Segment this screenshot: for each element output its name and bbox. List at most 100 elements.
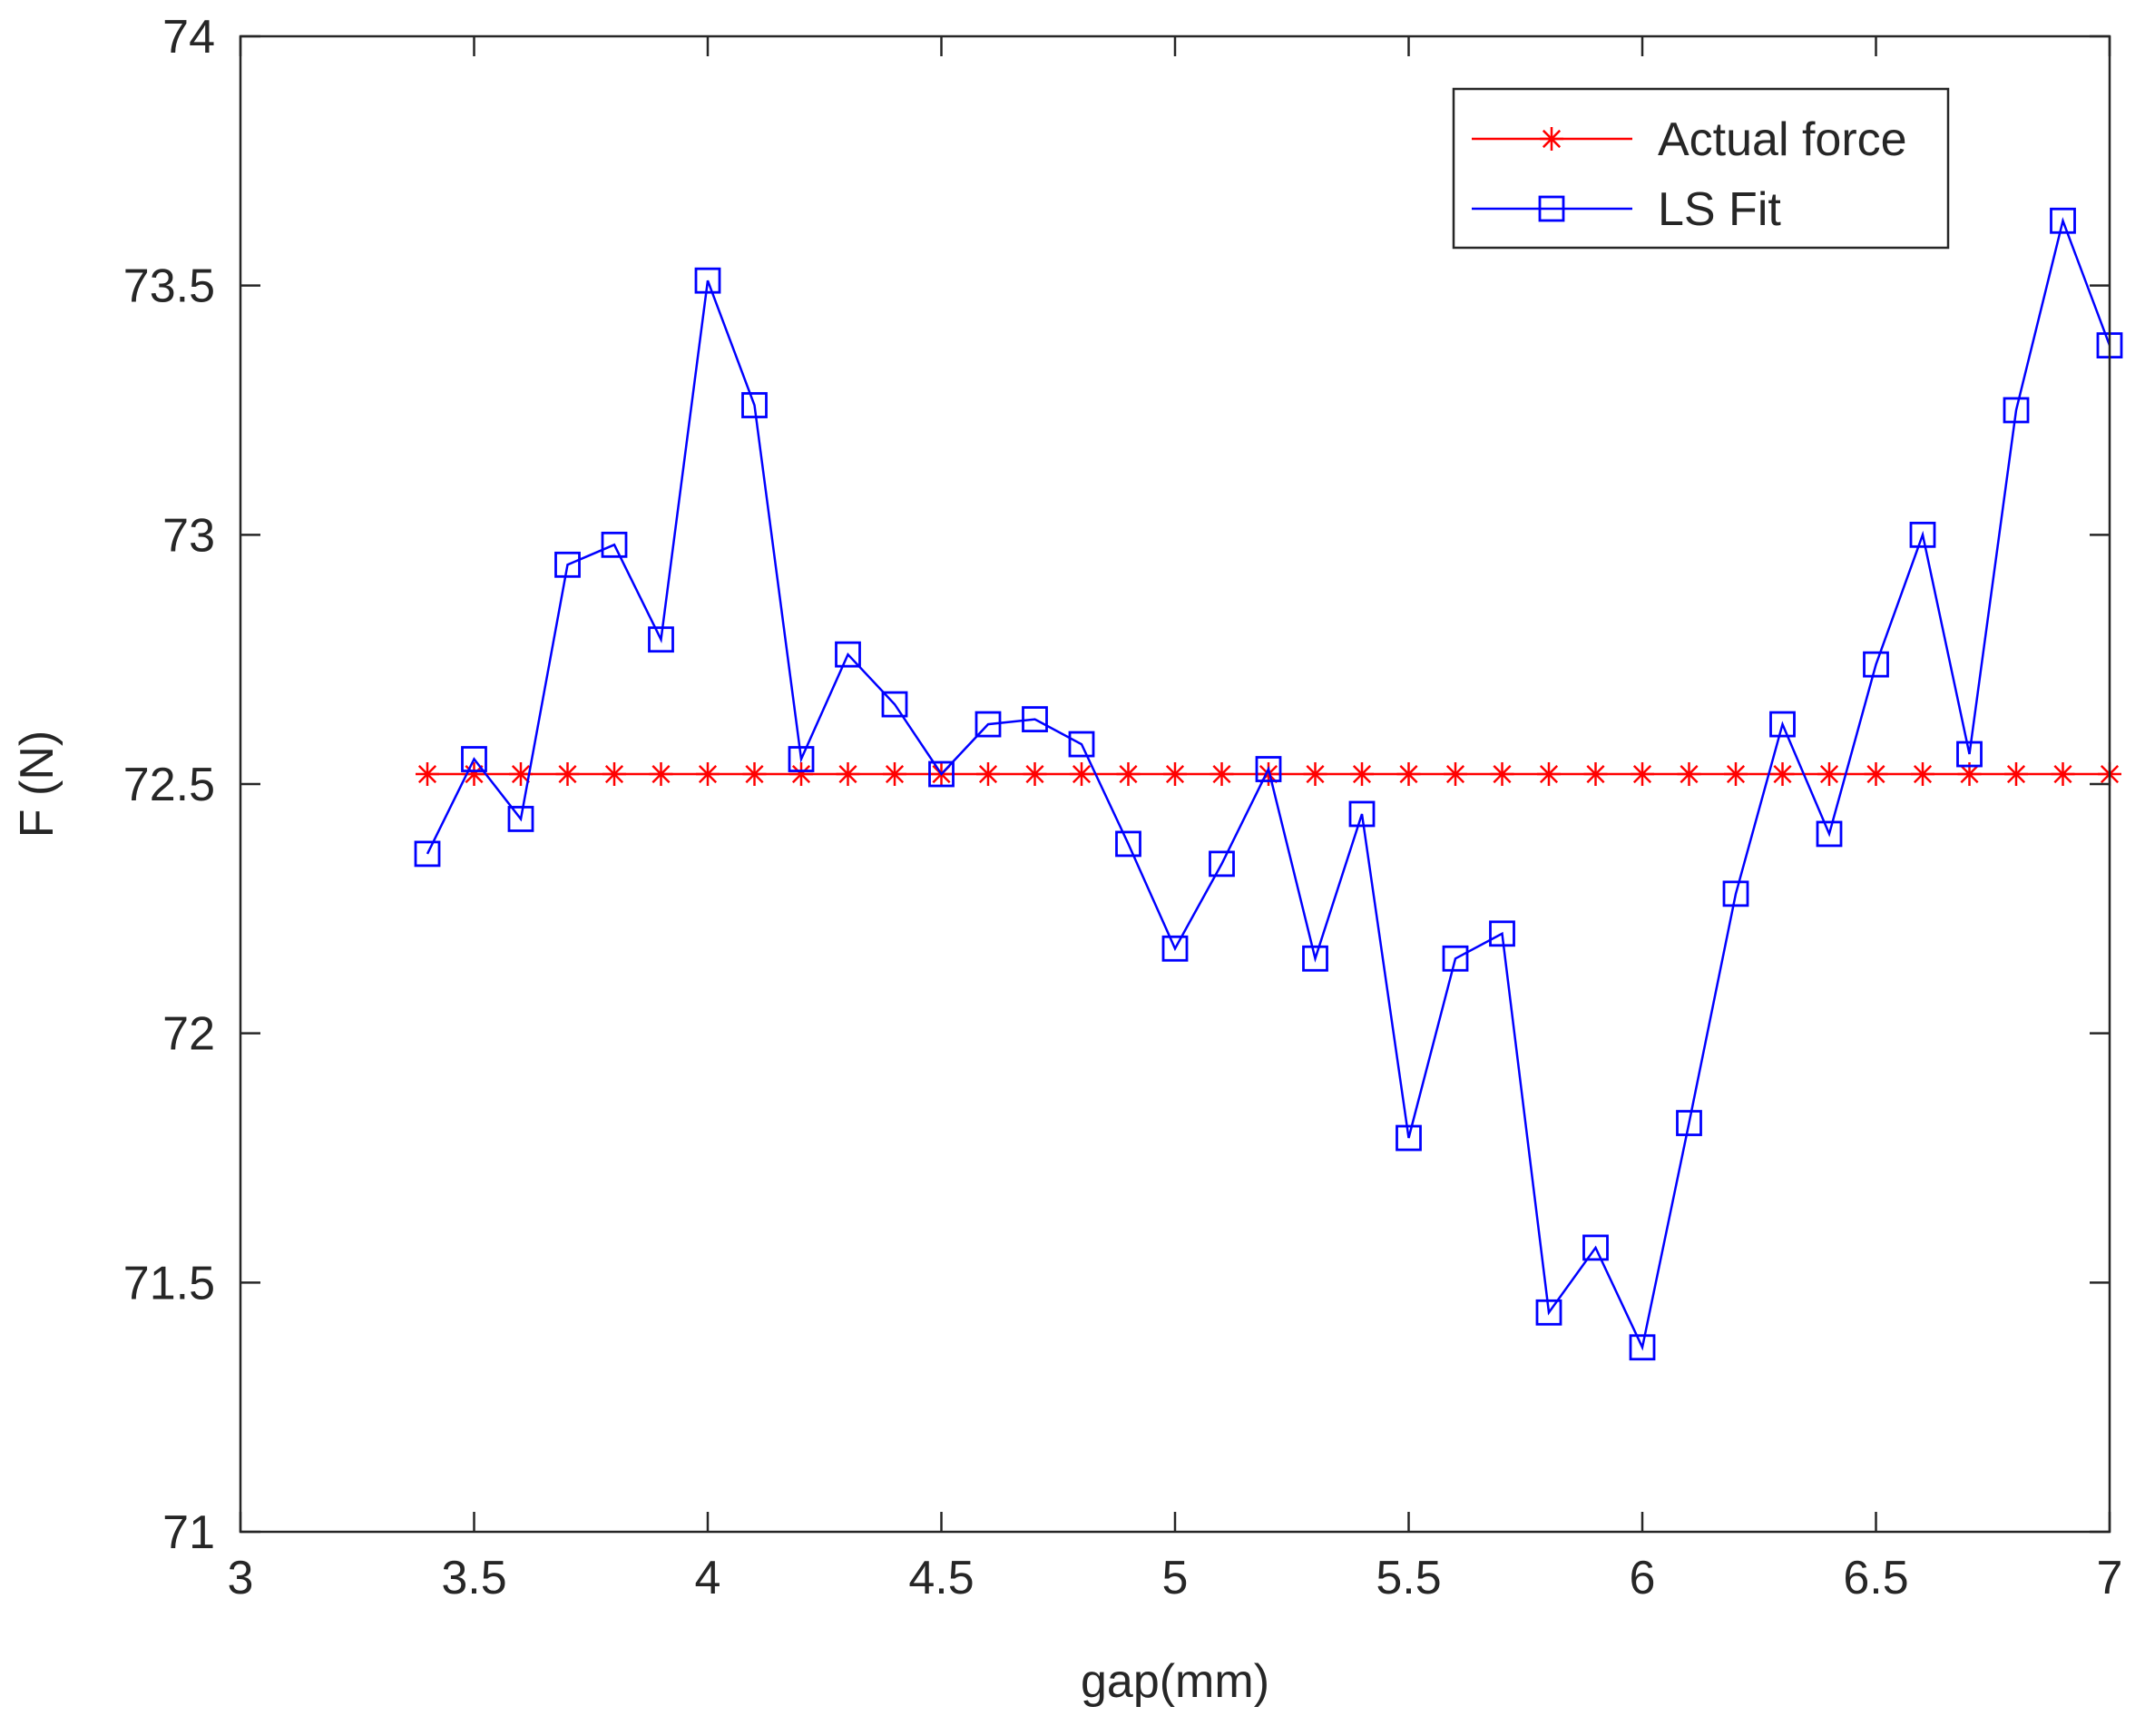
y-tick-label: 74 xyxy=(162,11,215,64)
legend-entry-actual-force: Actual force xyxy=(1472,113,1907,166)
data-point-actual-force xyxy=(789,762,813,787)
y-tick-label: 72.5 xyxy=(123,759,215,811)
data-point-ls-fit xyxy=(461,746,487,772)
data-point-actual-force xyxy=(1770,762,1795,787)
data-point-actual-force xyxy=(1490,762,1514,787)
data-point-ls-fit xyxy=(414,840,441,868)
data-point-ls-fit xyxy=(648,626,674,653)
x-tick-label: 4.5 xyxy=(908,1552,974,1604)
data-point-actual-force xyxy=(416,762,439,787)
x-tick-label: 6.5 xyxy=(1843,1552,1908,1604)
data-point-ls-fit xyxy=(1022,706,1048,732)
data-point-ls-fit xyxy=(788,746,815,772)
y-tick-label: 71 xyxy=(162,1506,215,1559)
data-point-actual-force xyxy=(836,762,860,787)
data-point-ls-fit xyxy=(1816,820,1843,848)
data-point-ls-fit xyxy=(1909,521,1936,548)
data-point-ls-fit xyxy=(554,551,581,578)
data-point-actual-force xyxy=(1210,762,1234,787)
data-point-ls-fit xyxy=(1722,880,1749,907)
legend: Actual force LS Fit xyxy=(1452,87,1950,250)
data-point-actual-force xyxy=(1350,762,1374,787)
legend-marker-ls-fit xyxy=(1538,195,1565,222)
data-point-actual-force xyxy=(1303,762,1327,787)
data-point-ls-fit xyxy=(1535,1299,1562,1326)
data-point-ls-fit xyxy=(1769,711,1796,738)
data-point-ls-fit xyxy=(1489,920,1515,947)
series-ls-fit xyxy=(414,207,2123,1361)
y-tick-label: 72 xyxy=(162,1008,215,1061)
data-point-ls-fit xyxy=(1582,1234,1609,1261)
legend-box xyxy=(1452,87,1950,250)
data-point-actual-force xyxy=(1864,762,1888,787)
data-point-actual-force xyxy=(509,762,533,787)
data-point-ls-fit xyxy=(1348,800,1376,828)
data-point-ls-fit xyxy=(1396,1124,1422,1152)
data-point-ls-fit xyxy=(2050,207,2076,234)
x-tick-label: 4 xyxy=(695,1552,721,1604)
data-point-ls-fit xyxy=(975,711,1002,738)
data-point-ls-fit xyxy=(2003,397,2030,424)
data-point-ls-fit xyxy=(694,267,721,294)
x-axis-title: gap(mm) xyxy=(1081,1655,1269,1708)
data-point-actual-force xyxy=(1444,762,1467,787)
data-point-ls-fit xyxy=(601,531,628,558)
data-point-actual-force xyxy=(1911,762,1934,787)
legend-label-actual-force: Actual force xyxy=(1658,113,1907,166)
data-point-actual-force xyxy=(696,762,720,787)
data-point-ls-fit xyxy=(1302,945,1328,972)
data-point-actual-force xyxy=(1537,762,1561,787)
data-point-ls-fit xyxy=(1629,1334,1656,1361)
data-point-actual-force xyxy=(649,762,673,787)
data-point-actual-force xyxy=(1817,762,1841,787)
legend-label-ls-fit: LS Fit xyxy=(1658,183,1781,236)
data-point-actual-force xyxy=(1023,762,1047,787)
data-point-actual-force xyxy=(883,762,906,787)
data-point-actual-force xyxy=(602,762,626,787)
data-point-ls-fit xyxy=(1956,740,1983,768)
data-point-actual-force xyxy=(1163,762,1187,787)
x-tick-label: 7 xyxy=(2097,1552,2123,1604)
data-point-ls-fit xyxy=(1068,731,1095,758)
data-point-ls-fit xyxy=(928,760,955,788)
y-tick-label: 71.5 xyxy=(123,1257,215,1309)
data-point-actual-force xyxy=(1257,762,1280,787)
x-tick-label: 3.5 xyxy=(441,1552,506,1604)
data-point-ls-fit xyxy=(1209,850,1235,878)
data-point-actual-force xyxy=(2004,762,2028,787)
data-point-actual-force xyxy=(1677,762,1701,787)
data-point-actual-force xyxy=(1070,762,1093,787)
data-point-actual-force xyxy=(1396,762,1421,787)
x-tick-label: 5.5 xyxy=(1376,1552,1441,1604)
series-line-ls-fit xyxy=(426,217,2111,1351)
data-point-ls-fit xyxy=(1115,830,1141,858)
data-point-ls-fit xyxy=(1161,935,1189,962)
data-point-actual-force xyxy=(1724,762,1748,787)
x-tick-label: 5 xyxy=(1162,1552,1189,1604)
legend-square xyxy=(1538,195,1565,222)
data-point-ls-fit xyxy=(507,806,534,832)
data-point-actual-force xyxy=(2051,762,2075,787)
data-point-actual-force xyxy=(742,762,767,787)
data-point-actual-force xyxy=(555,762,580,787)
data-point-ls-fit xyxy=(1442,945,1469,972)
data-point-actual-force xyxy=(1116,762,1141,787)
data-point-ls-fit xyxy=(835,641,861,668)
legend-asterisk xyxy=(1540,127,1563,151)
data-point-actual-force xyxy=(976,762,1000,787)
legend-entry-ls-fit: LS Fit xyxy=(1472,183,1781,236)
x-tick-label: 6 xyxy=(1630,1552,1656,1604)
data-point-ls-fit xyxy=(741,392,768,418)
x-tick-label: 3 xyxy=(228,1552,254,1604)
data-point-actual-force xyxy=(1631,762,1654,787)
y-tick-label: 73 xyxy=(162,509,215,562)
y-tick-label: 73.5 xyxy=(123,260,215,313)
y-axis-title: F (N) xyxy=(11,731,64,838)
data-point-ls-fit xyxy=(1255,756,1282,782)
data-point-actual-force xyxy=(1957,762,1982,787)
data-point-actual-force xyxy=(1583,762,1608,787)
ticks-layer: 3 3.5 4 4.5 5 5.5 6 6.5 7 71 71.5 72 72.5 73 73.5 74 xyxy=(123,11,2123,1604)
data-point-ls-fit xyxy=(1863,651,1889,678)
